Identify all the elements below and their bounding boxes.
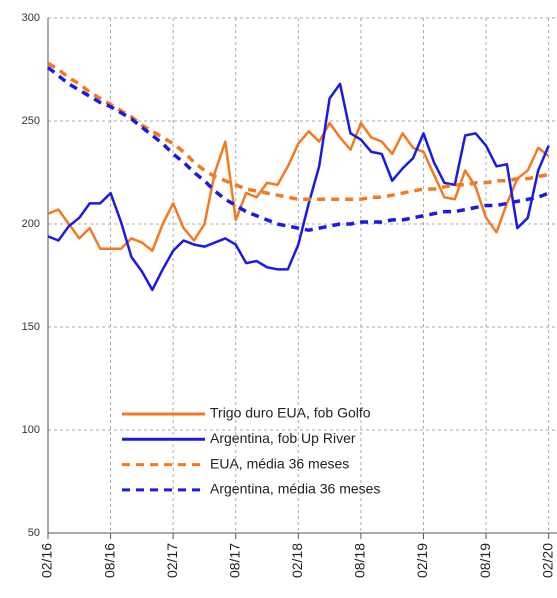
y-tick-label: 300: [22, 12, 40, 24]
series-line: [47, 82, 550, 292]
series-line: [46, 66, 550, 232]
series-line: [47, 121, 550, 253]
x-tick-label: 02/18: [289, 543, 305, 578]
series-line: [47, 61, 549, 202]
x-tick-label: 08/19: [477, 543, 493, 578]
legend-label: Argentina, média 36 meses: [210, 481, 380, 497]
y-tick-label: 150: [22, 321, 40, 333]
legend-label: Trigo duro EUA, fob Golfo: [210, 405, 371, 421]
y-tick-label: 50: [28, 527, 40, 539]
x-tick-label: 02/20: [539, 543, 555, 578]
x-tick-label: 02/16: [39, 543, 55, 578]
y-tick-label: 250: [22, 115, 40, 127]
x-tick-label: 08/17: [226, 543, 242, 578]
x-tick-label: 02/19: [414, 543, 430, 578]
x-tick-label: 02/17: [164, 543, 180, 578]
y-tick-label: 200: [22, 218, 40, 230]
x-tick-label: 08/16: [101, 543, 117, 578]
legend-label: Argentina, fob Up River: [210, 430, 356, 446]
y-tick-label: 100: [22, 424, 40, 436]
x-tick-label: 08/18: [352, 543, 368, 578]
legend-label: EUA, média 36 meses: [210, 455, 349, 471]
